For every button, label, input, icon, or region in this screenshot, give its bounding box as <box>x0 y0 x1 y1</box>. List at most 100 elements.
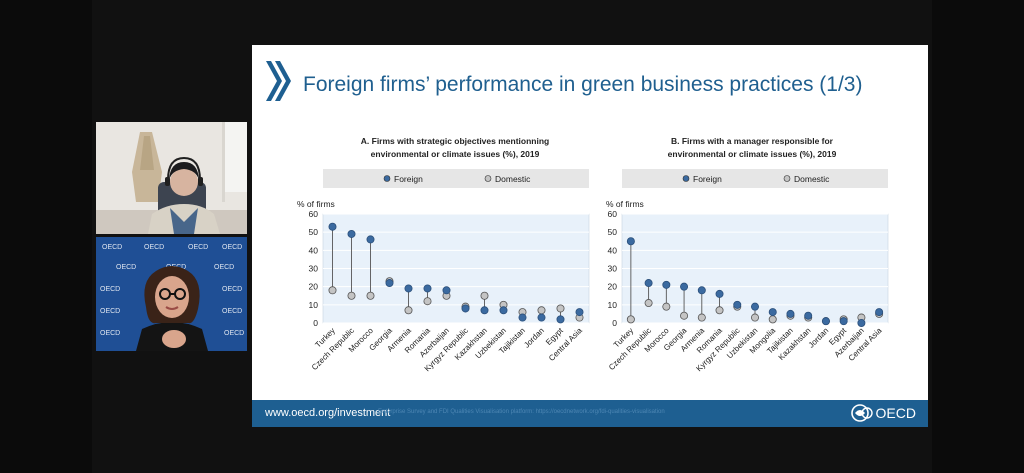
foreign-point <box>821 317 830 326</box>
chevron-right-icon <box>266 61 291 101</box>
foreign-point <box>404 284 413 293</box>
y-tick-label: 10 <box>309 300 319 310</box>
foreign-point <box>556 315 565 324</box>
y-tick-label: 20 <box>309 282 319 292</box>
chart-b: B. Firms with a manager responsible for e… <box>606 136 889 373</box>
chart-a: A. Firms with strategic objectives menti… <box>297 136 590 373</box>
footer-source: Enterprise Survey and FDI Qualities Visu… <box>378 409 665 415</box>
y-tick-label: 20 <box>608 282 618 292</box>
legend-domestic-marker <box>484 175 492 182</box>
legend-domestic-marker <box>783 175 791 182</box>
y-tick-label: 0 <box>313 318 318 328</box>
y-tick-label: 0 <box>612 318 617 328</box>
foreign-point <box>733 300 742 309</box>
y-tick-label: 40 <box>608 245 618 255</box>
participant-video-tile-2[interactable]: OECD OECD OECD OECD OECD OECD OECD OECD … <box>96 237 247 351</box>
legend-domestic-label: Domestic <box>794 174 830 184</box>
foreign-point <box>875 308 884 317</box>
domestic-point <box>768 315 777 324</box>
oecd-logo-icon <box>850 404 873 422</box>
y-tick-label: 30 <box>309 264 319 274</box>
domestic-point <box>347 291 356 300</box>
foreign-point <box>715 289 724 298</box>
domestic-point <box>556 304 565 313</box>
domestic-point <box>328 286 337 295</box>
legend-foreign-marker <box>383 175 391 182</box>
svg-text:OECD: OECD <box>222 308 242 315</box>
foreign-point <box>786 309 795 318</box>
y-tick-label: 40 <box>309 245 319 255</box>
foreign-point <box>768 308 777 317</box>
foreign-point <box>626 237 635 246</box>
svg-text:OECD: OECD <box>224 330 244 337</box>
footer-url[interactable]: www.oecd.org/investment <box>265 407 391 419</box>
y-axis-label: % of firms <box>297 199 335 209</box>
domestic-point <box>697 313 706 322</box>
chart-title: environmental or climate issues (%), 201… <box>371 149 540 159</box>
domestic-point <box>626 315 635 324</box>
domestic-point <box>715 306 724 315</box>
foreign-point <box>423 284 432 293</box>
chart-title: A. Firms with strategic objectives menti… <box>361 136 549 146</box>
x-tick-label: Jordan <box>522 326 546 350</box>
foreign-point <box>518 313 527 322</box>
svg-text:OECD: OECD <box>116 264 136 271</box>
foreign-point <box>575 308 584 317</box>
y-axis-label: % of firms <box>606 199 644 209</box>
left-letterbox <box>0 0 92 473</box>
domestic-point <box>366 291 375 300</box>
oecd-logo-text: OECD <box>875 405 916 421</box>
y-tick-label: 60 <box>608 209 618 219</box>
y-tick-label: 60 <box>309 209 319 219</box>
x-tick-label: Jordan <box>807 326 831 350</box>
domestic-point <box>644 299 653 308</box>
domestic-point <box>680 311 689 320</box>
oecd-logo: OECD <box>850 404 916 422</box>
slide-title: Foreign firms’ performance in green busi… <box>303 73 863 96</box>
svg-text:OECD: OECD <box>222 286 242 293</box>
participant-video-tile-1[interactable] <box>96 122 247 234</box>
foreign-point <box>328 222 337 231</box>
foreign-point <box>499 306 508 315</box>
legend-box <box>622 169 888 188</box>
svg-text:OECD: OECD <box>100 330 120 337</box>
chart-title: environmental or climate issues (%), 201… <box>668 149 837 159</box>
foreign-point <box>480 306 489 315</box>
foreign-point <box>857 318 866 327</box>
domestic-point <box>404 306 413 315</box>
legend-foreign-marker <box>682 175 690 182</box>
svg-text:OECD: OECD <box>102 244 122 251</box>
foreign-point <box>442 286 451 295</box>
right-letterbox <box>932 0 1024 473</box>
foreign-point <box>750 302 759 311</box>
svg-text:OECD: OECD <box>100 308 120 315</box>
foreign-point <box>680 282 689 291</box>
chart-title: B. Firms with a manager responsible for <box>671 136 834 146</box>
domestic-point <box>537 306 546 315</box>
charts-area: A. Firms with strategic objectives menti… <box>297 136 889 373</box>
svg-text:OECD: OECD <box>188 244 208 251</box>
y-tick-label: 10 <box>608 300 618 310</box>
domestic-point <box>423 297 432 306</box>
slide-footer: www.oecd.org/investment Enterprise Surve… <box>252 400 928 427</box>
svg-text:OECD: OECD <box>144 244 164 251</box>
y-tick-label: 50 <box>608 227 618 237</box>
legend-domestic-label: Domestic <box>495 174 531 184</box>
domestic-point <box>662 302 671 311</box>
foreign-point <box>644 279 653 288</box>
legend-foreign-label: Foreign <box>693 174 722 184</box>
participant-video-1 <box>96 122 247 234</box>
foreign-point <box>804 311 813 320</box>
foreign-point <box>366 235 375 244</box>
foreign-point <box>662 280 671 289</box>
legend-foreign-label: Foreign <box>394 174 423 184</box>
participant-video-2: OECD OECD OECD OECD OECD OECD OECD OECD … <box>96 237 247 351</box>
domestic-point <box>480 291 489 300</box>
svg-text:OECD: OECD <box>222 244 242 251</box>
y-tick-label: 30 <box>608 264 618 274</box>
legend-box <box>323 169 589 188</box>
domestic-point <box>750 313 759 322</box>
svg-text:OECD: OECD <box>100 286 120 293</box>
presentation-slide: Foreign firms’ performance in green busi… <box>252 45 928 427</box>
foreign-point <box>839 317 848 326</box>
